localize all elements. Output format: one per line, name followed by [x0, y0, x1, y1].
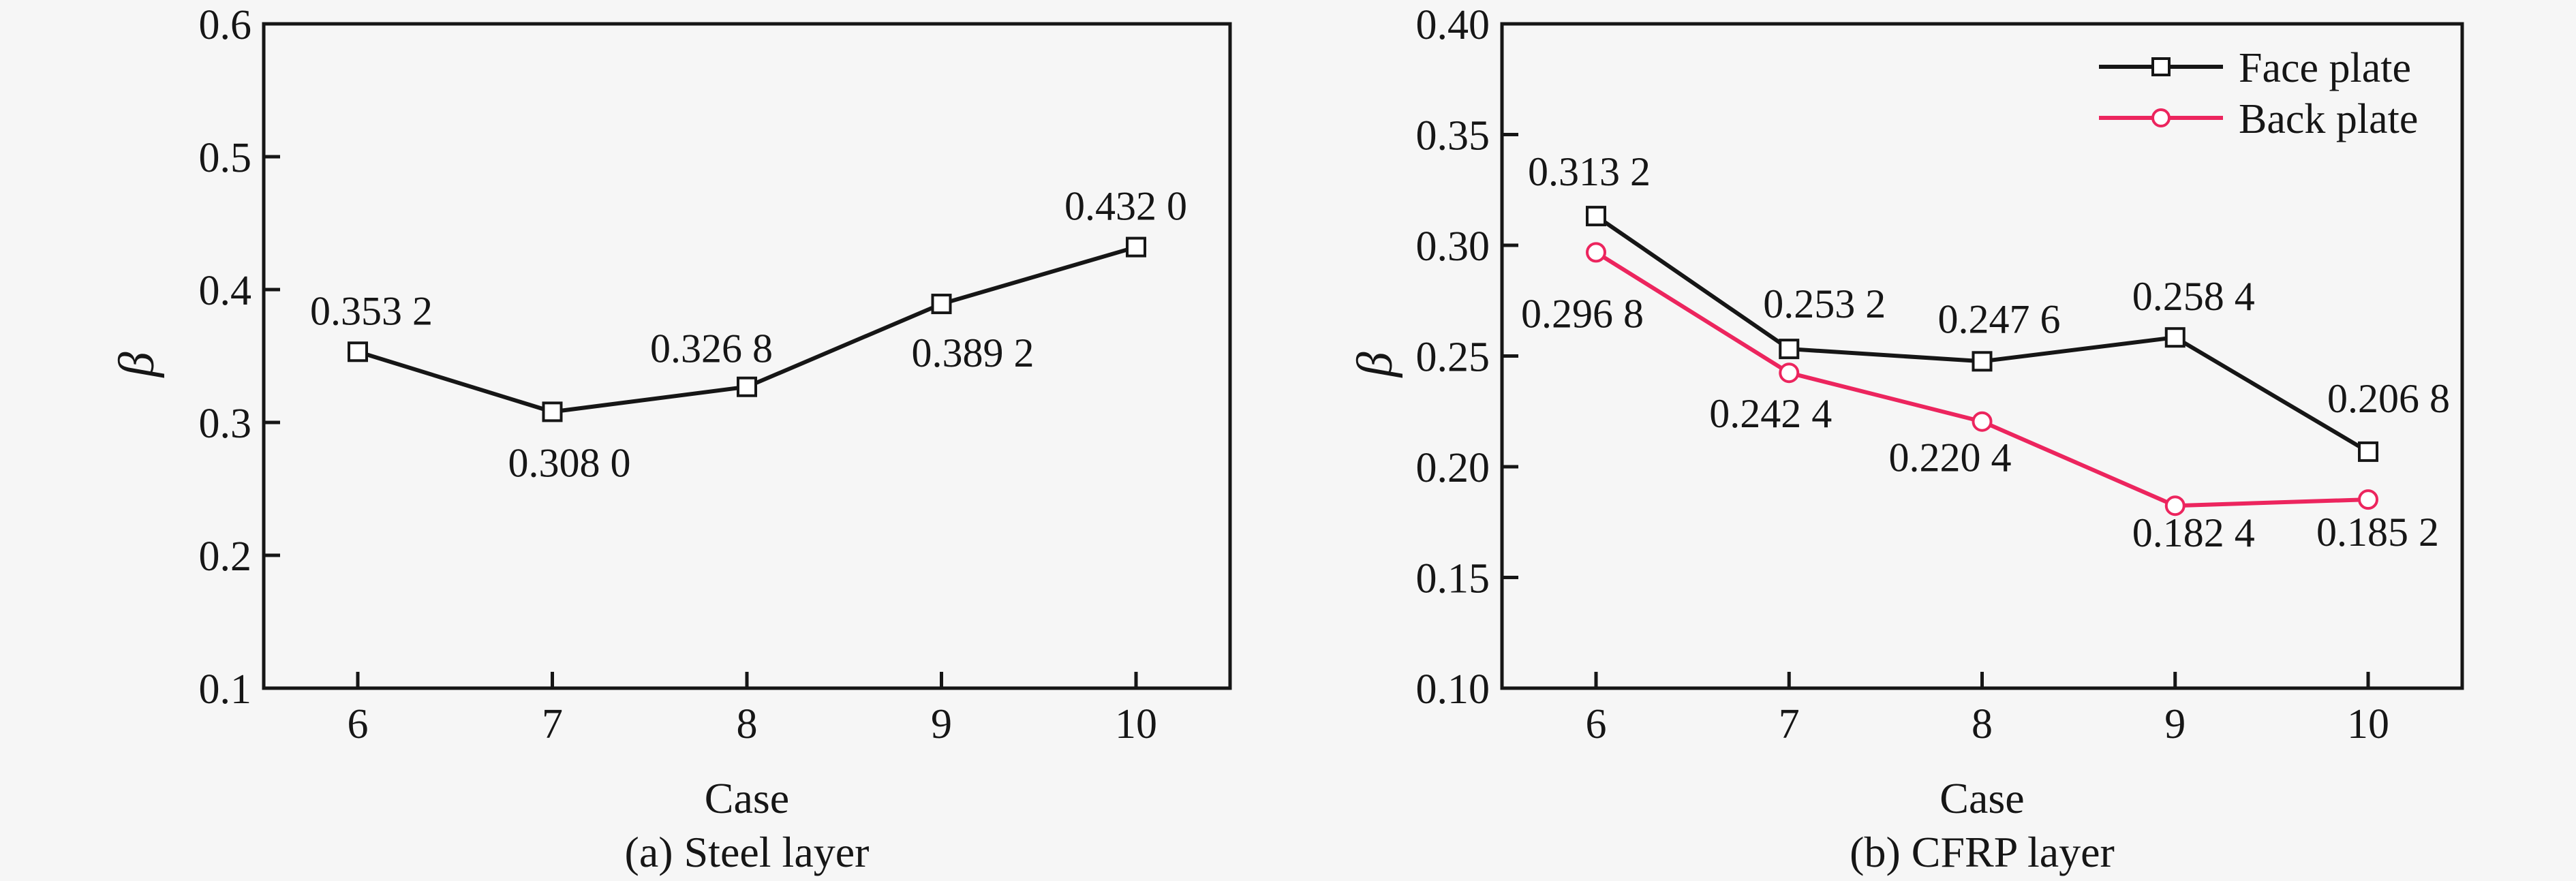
data-point-marker-circle [2164, 495, 2186, 516]
y-tick-label: 0.25 [1416, 335, 1490, 381]
data-point-marker-square [931, 294, 952, 315]
y-axis-label: β [109, 352, 165, 378]
x-tick-label: 8 [737, 701, 758, 747]
point-label: 0.220 4 [1889, 435, 2012, 480]
point-label: 0.326 8 [650, 326, 773, 371]
point-label: 0.185 2 [2316, 510, 2439, 555]
legend-label: Back plate [2239, 96, 2418, 142]
point-label: 0.247 6 [1938, 296, 2061, 341]
x-tick-label: 10 [1115, 701, 1157, 747]
x-tick-label: 7 [542, 701, 563, 747]
point-label: 0.389 2 [912, 330, 1034, 375]
data-point-marker-square [348, 341, 368, 362]
data-point-marker-square [2164, 327, 2186, 348]
y-tick-label: 0.20 [1416, 445, 1490, 491]
data-point-marker-square [1972, 351, 1993, 372]
x-axis-label: Case [1939, 774, 2024, 822]
legend-marker-square [2151, 57, 2171, 76]
data-point-marker-square [542, 401, 563, 422]
subplot-b: 0.40 0.35 0.30 0.25 0.20 0.15 0.10 6 7 8 9 10 0.313 … [1347, 2, 2464, 876]
y-tick-label: 0.2 [199, 534, 252, 580]
point-label: 0.253 2 [1763, 281, 1886, 326]
point-label: 0.206 8 [2327, 376, 2450, 421]
y-tick-label: 0.1 [199, 666, 252, 713]
x-tick-label: 7 [1779, 701, 1800, 747]
x-tick-label: 6 [348, 701, 369, 747]
legend-label: Face plate [2239, 45, 2411, 91]
data-point-marker-square [1586, 206, 1606, 227]
point-label: 0.308 0 [508, 440, 631, 485]
y-tick-label: 0.3 [199, 401, 252, 447]
data-point-marker-circle [1779, 362, 1800, 384]
x-tick-label: 6 [1586, 701, 1607, 747]
subplot-caption: (b) CFRP layer [1850, 828, 2115, 876]
point-label: 0.242 4 [1709, 391, 1832, 436]
y-tick-label: 0.5 [199, 135, 252, 181]
y-tick-label: 0.15 [1416, 556, 1490, 602]
data-point-marker-square [1126, 236, 1146, 258]
point-label: 0.313 2 [1528, 149, 1651, 194]
x-axis-label: Case [705, 774, 789, 822]
data-point-marker-square [1779, 339, 1800, 360]
point-label: 0.353 2 [310, 288, 433, 333]
y-tick-label: 0.35 [1416, 113, 1490, 159]
point-label: 0.432 0 [1064, 184, 1187, 229]
x-tick-label: 8 [1972, 701, 1993, 747]
subplot-a: 0.6 0.5 0.4 0.3 0.2 0.1 6 7 8 9 10 0.353 2 0.308 0 0.… [109, 2, 1232, 876]
x-tick-label: 10 [2347, 701, 2389, 747]
point-label: 0.258 4 [2132, 274, 2255, 319]
data-point-marker-circle [2358, 489, 2378, 510]
point-label: 0.296 8 [1521, 291, 1644, 336]
y-tick-label: 0.30 [1416, 223, 1490, 270]
y-axis-label: β [1347, 352, 1403, 378]
y-tick-label: 0.6 [199, 2, 252, 48]
point-label: 0.182 4 [2132, 510, 2255, 555]
legend-marker-circle [2151, 108, 2171, 127]
data-point-marker-square [737, 376, 757, 397]
subplot-caption: (a) Steel layer [625, 828, 870, 876]
data-point-marker-circle [1972, 411, 1993, 432]
x-tick-label: 9 [931, 701, 952, 747]
y-tick-label: 0.10 [1416, 666, 1490, 713]
data-point-marker-circle [1586, 242, 1606, 263]
y-tick-label: 0.4 [199, 268, 252, 314]
data-point-marker-square [2358, 441, 2378, 462]
y-tick-label: 0.40 [1416, 2, 1490, 48]
x-tick-label: 9 [2164, 701, 2186, 747]
